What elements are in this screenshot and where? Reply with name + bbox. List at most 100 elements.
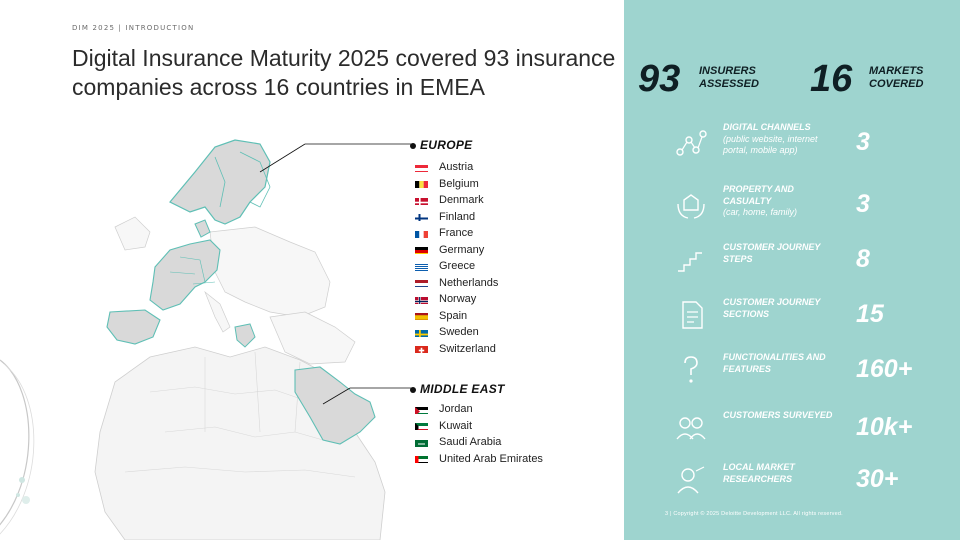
stat-row: PROPERTY AND CASUALTY (car, home, family)…: [624, 180, 960, 230]
stat-row: FUNCTIONALITIES AND FEATURES 160+: [624, 345, 960, 395]
spain-flag-icon: [415, 311, 428, 321]
country-item: Netherlands: [415, 275, 498, 292]
decorative-swirl: [0, 359, 35, 535]
insurers-label-line1: INSURERS: [699, 65, 756, 77]
country-item: Belgium: [415, 176, 498, 193]
stat-label: PROPERTY AND CASUALTY (car, home, family): [723, 184, 843, 219]
country-name: France: [439, 227, 474, 239]
stat-sublabel: (public website, internet portal, mobile…: [723, 133, 818, 156]
country-name: Austria: [439, 161, 474, 173]
region-heading-middle-east: MIDDLE EAST: [410, 382, 505, 396]
scandinavia-highlight: [169, 139, 271, 225]
sweden-flag-icon: [415, 328, 428, 337]
region-name: EUROPE: [420, 138, 473, 152]
footer-copyright: 3 | Copyright © 2025 Deloitte Developmen…: [665, 511, 843, 517]
country-name: Denmark: [439, 194, 484, 206]
country-name: Belgium: [439, 177, 479, 190]
jordan-flag-icon: [415, 405, 428, 414]
stat-value: 30+: [856, 465, 899, 493]
stat-value: 8: [856, 245, 870, 273]
country-name: United Arab Emirates: [439, 452, 543, 465]
stat-row: CUSTOMER JOURNEY STEPS 8: [624, 235, 960, 285]
greece-flag-icon: [415, 262, 428, 271]
country-item: Switzerland: [415, 341, 498, 358]
country-list-middle-east: Jordan Kuwait Saudi Arabia United Arab Emir…: [415, 401, 543, 467]
stat-value: 160+: [856, 355, 913, 383]
finland-flag-icon: [415, 212, 428, 222]
switzerland-flag-icon: [415, 344, 428, 354]
emea-map: [94, 139, 412, 540]
stat-label-text: FUNCTIONALITIES AND FEATURES: [723, 352, 826, 374]
region-heading-europe: EUROPE: [410, 138, 472, 152]
stat-value: 15: [856, 300, 884, 328]
bullet-dot: [410, 386, 416, 393]
country-name: Kuwait: [439, 419, 473, 432]
country-name: Greece: [439, 260, 476, 272]
researchers-icon: [674, 463, 708, 497]
country-name: Switzerland: [439, 342, 496, 355]
markets-label: MARKETS COVERED: [869, 65, 923, 91]
country-item: France: [415, 225, 498, 242]
question-icon: [674, 353, 708, 387]
country-name: Germany: [439, 243, 485, 256]
stat-label-text: CUSTOMER JOURNEY STEPS: [723, 242, 821, 264]
stat-label-text: CUSTOMER JOURNEY SECTIONS: [723, 297, 821, 319]
country-item: Saudi Arabia: [415, 434, 543, 451]
markets-label-line2: COVERED: [869, 78, 924, 90]
eastern-europe-outline: [209, 226, 331, 318]
norway-flag-icon: [415, 295, 428, 304]
country-name: Netherlands: [439, 276, 499, 289]
stat-label: DIGITAL CHANNELS (public website, interne…: [723, 122, 843, 157]
markets-count: 16: [810, 58, 853, 100]
country-item: Sweden: [415, 324, 498, 341]
property-casualty-icon: [674, 188, 708, 222]
stat-label: CUSTOMER JOURNEY SECTIONS: [723, 297, 843, 320]
stat-row: CUSTOMER JOURNEY SECTIONS 15: [624, 290, 960, 340]
customers-icon: [674, 411, 708, 445]
insurers-count: 93: [638, 58, 681, 100]
country-item: United Arab Emirates: [415, 451, 543, 468]
stat-sublabel: (car, home, family): [723, 207, 798, 217]
stat-row: LOCAL MARKET RESEARCHERS 30+: [624, 455, 960, 505]
stat-row: DIGITAL CHANNELS (public website, interne…: [624, 118, 960, 168]
stat-label-text: CUSTOMERS SURVEYED: [723, 410, 833, 420]
stat-value: 3: [856, 190, 870, 218]
stat-label: CUSTOMER JOURNEY STEPS: [723, 242, 843, 265]
stat-value: 10k+: [856, 413, 913, 441]
country-item: Finland: [415, 209, 498, 226]
eyebrow: DIM 2025 | INTRODUCTION: [72, 24, 195, 32]
stat-label-text: PROPERTY AND CASUALTY: [723, 184, 794, 206]
country-name: Norway: [439, 293, 477, 305]
saudi-arabia-flag-icon: [415, 438, 428, 447]
spain-highlight: [106, 309, 161, 345]
stat-label: FUNCTIONALITIES AND FEATURES: [723, 352, 843, 375]
channels-icon: [674, 126, 708, 160]
country-name: Jordan: [439, 403, 473, 415]
belgium-flag-icon: [415, 179, 428, 189]
netherlands-flag-icon: [415, 278, 428, 288]
page-title: Digital Insurance Maturity 2025 covered …: [72, 45, 616, 100]
uae-flag-icon: [415, 454, 428, 464]
stat-label-text: LOCAL MARKET RESEARCHERS: [723, 462, 795, 484]
country-list-europe: Austria Belgium Denmark Finland France German…: [415, 159, 498, 357]
country-name: Spain: [439, 309, 468, 322]
country-name: Finland: [439, 210, 476, 223]
insurers-label: INSURERS ASSESSED: [699, 65, 759, 91]
europe-pointer: [259, 143, 306, 173]
country-item: Spain: [415, 308, 498, 325]
france-flag-icon: [415, 229, 428, 238]
middle-east-pointer: [322, 387, 351, 405]
stat-label: CUSTOMERS SURVEYED: [723, 410, 843, 422]
stats-panel: 93 INSURERS ASSESSED 16 MARKETS COVERED …: [624, 0, 960, 540]
region-name: MIDDLE EAST: [420, 382, 505, 396]
greece-highlight: [234, 323, 256, 348]
document-icon: [674, 298, 708, 332]
markets-label-line1: MARKETS: [869, 65, 924, 77]
country-item: Greece: [415, 258, 498, 275]
kuwait-flag-icon: [415, 421, 428, 431]
austria-flag-icon: [415, 163, 428, 172]
denmark-highlight: [194, 219, 211, 238]
stat-row: CUSTOMERS SURVEYED 10k+: [624, 403, 960, 453]
bullet-dot: [410, 142, 416, 149]
